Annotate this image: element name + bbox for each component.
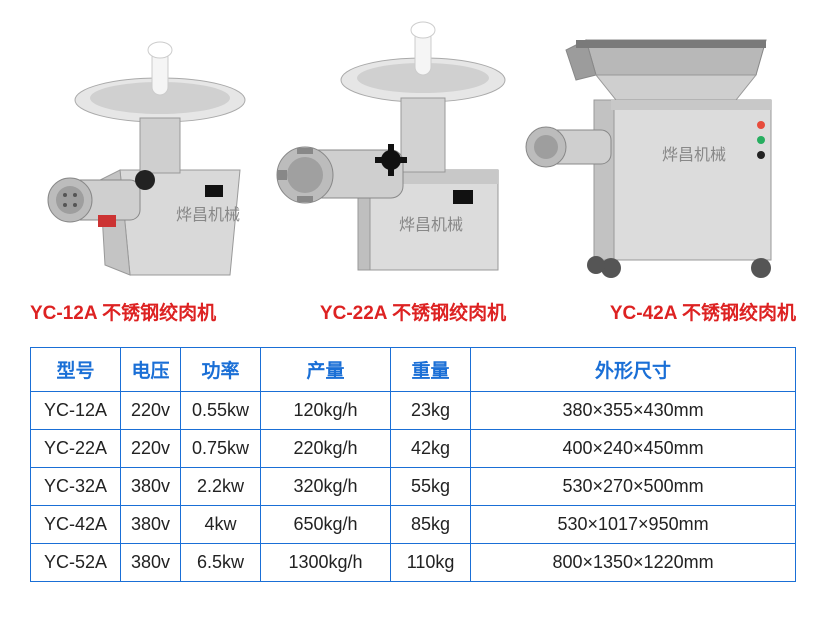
cell: 650kg/h	[261, 506, 391, 544]
caption-row: YC-12A 不锈钢绞肉机 YC-22A 不锈钢绞肉机 YC-42A 不锈钢绞肉…	[30, 280, 796, 347]
cell: 380×355×430mm	[471, 392, 796, 430]
cell: YC-42A	[31, 506, 121, 544]
grinder-small-icon	[40, 30, 270, 280]
th-size: 外形尺寸	[471, 348, 796, 392]
cell: YC-52A	[31, 544, 121, 582]
cell: 220v	[121, 392, 181, 430]
table-body: YC-12A 220v 0.55kw 120kg/h 23kg 380×355×…	[31, 392, 796, 582]
grinder-medium-icon	[273, 20, 513, 280]
cell: 380v	[121, 506, 181, 544]
caption-3: YC-42A 不锈钢绞肉机	[610, 298, 796, 325]
cell: 0.75kw	[181, 430, 261, 468]
th-voltage: 电压	[121, 348, 181, 392]
table-row: YC-22A 220v 0.75kw 220kg/h 42kg 400×240×…	[31, 430, 796, 468]
th-output: 产量	[261, 348, 391, 392]
cell: 220kg/h	[261, 430, 391, 468]
cell: 23kg	[391, 392, 471, 430]
spec-table: 型号 电压 功率 产量 重量 外形尺寸 YC-12A 220v 0.55kw 1…	[30, 347, 796, 582]
cell: 55kg	[391, 468, 471, 506]
cell: 4kw	[181, 506, 261, 544]
table-row: YC-52A 380v 6.5kw 1300kg/h 110kg 800×135…	[31, 544, 796, 582]
cell: 530×1017×950mm	[471, 506, 796, 544]
cell: 800×1350×1220mm	[471, 544, 796, 582]
product-2: 烨昌机械	[273, 20, 513, 280]
th-power: 功率	[181, 348, 261, 392]
cell: 2.2kw	[181, 468, 261, 506]
cell: 530×270×500mm	[471, 468, 796, 506]
caption-2: YC-22A 不锈钢绞肉机	[320, 298, 506, 325]
product-1: 烨昌机械	[40, 30, 270, 280]
caption-1: YC-12A 不锈钢绞肉机	[30, 298, 216, 325]
cell: 120kg/h	[261, 392, 391, 430]
cell: YC-22A	[31, 430, 121, 468]
cell: 400×240×450mm	[471, 430, 796, 468]
cell: 1300kg/h	[261, 544, 391, 582]
table-row: YC-42A 380v 4kw 650kg/h 85kg 530×1017×95…	[31, 506, 796, 544]
grinder-large-icon	[516, 20, 786, 280]
cell: 320kg/h	[261, 468, 391, 506]
product-3: 烨昌机械	[516, 20, 786, 280]
table-row: YC-32A 380v 2.2kw 320kg/h 55kg 530×270×5…	[31, 468, 796, 506]
cell: 220v	[121, 430, 181, 468]
cell: 85kg	[391, 506, 471, 544]
cell: 380v	[121, 544, 181, 582]
cell: 6.5kw	[181, 544, 261, 582]
th-model: 型号	[31, 348, 121, 392]
table-row: YC-12A 220v 0.55kw 120kg/h 23kg 380×355×…	[31, 392, 796, 430]
cell: YC-32A	[31, 468, 121, 506]
cell: 380v	[121, 468, 181, 506]
cell: 110kg	[391, 544, 471, 582]
table-header-row: 型号 电压 功率 产量 重量 外形尺寸	[31, 348, 796, 392]
product-row: 烨昌机械	[30, 10, 796, 280]
th-weight: 重量	[391, 348, 471, 392]
cell: 0.55kw	[181, 392, 261, 430]
cell: YC-12A	[31, 392, 121, 430]
cell: 42kg	[391, 430, 471, 468]
